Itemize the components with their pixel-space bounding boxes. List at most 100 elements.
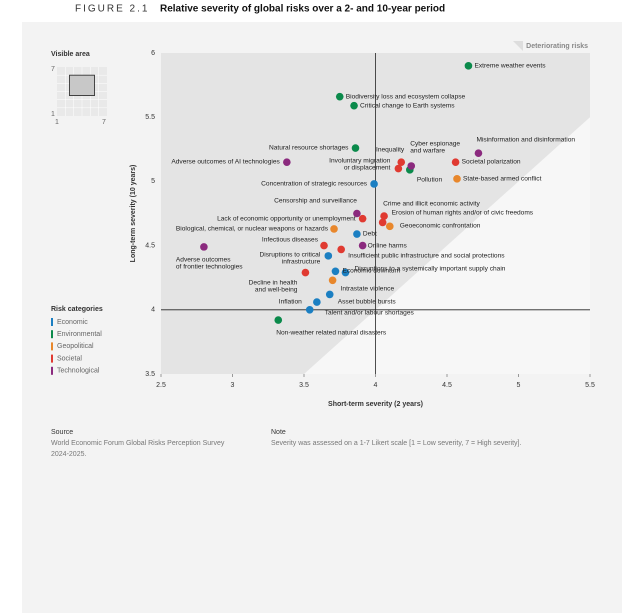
risk-point: [407, 162, 416, 170]
point-label: Erosion of human rights and/or of civic …: [391, 209, 534, 217]
risk-point: [358, 241, 367, 250]
point-label: Extreme weather events: [474, 62, 546, 70]
point-label: Talent and/or labour shortages: [324, 309, 414, 317]
inset-y-min: 1: [51, 111, 55, 118]
point-label: Geoeconomic confrontation: [399, 222, 481, 230]
point-label: Involuntary migration or displacement: [329, 157, 391, 172]
risk-point: [305, 306, 314, 314]
chart-title: Relative severity of global risks over a…: [160, 4, 445, 15]
inset-viewport: [69, 74, 95, 96]
inset-x-min: 1: [55, 119, 59, 126]
point-label: Lack of economic opportunity or unemploy…: [217, 214, 356, 222]
legend-title: Risk categories: [51, 306, 103, 313]
point-label: Censorship and surveillance: [274, 196, 357, 204]
point-label: Critical change to Earth systems: [360, 101, 455, 109]
x-tick-label: 3.5: [299, 382, 309, 389]
risk-point: [324, 252, 333, 260]
source-text: World Economic Forum Global Risks Percep…: [51, 440, 225, 458]
x-tick-label: 3: [231, 382, 235, 389]
annotation: Deteriorating risks: [526, 43, 588, 50]
risk-point: [358, 214, 367, 223]
figure-label: FIGURE 2.1: [75, 4, 149, 15]
legend-label: Societal: [57, 355, 82, 362]
inset-x-max: 7: [102, 119, 106, 126]
point-label: Adverse outcomes of AI technologies: [171, 158, 280, 166]
point-label: Inequality: [376, 146, 405, 154]
inset-title: Visible area: [51, 51, 90, 58]
risk-point: [341, 268, 350, 277]
y-tick-label: 3.5: [145, 371, 155, 378]
legend-label: Technological: [57, 368, 100, 375]
legend-label: Environmental: [57, 331, 102, 338]
risk-point: [453, 175, 461, 183]
point-label: Economic downturn: [342, 267, 401, 275]
legend-swatch: [51, 366, 53, 375]
y-tick-label: 4: [151, 307, 155, 314]
point-label: Biodiversity loss and ecosystem collapse: [345, 92, 466, 100]
note-text: Severity was assessed on a 1-7 Likert sc…: [271, 440, 522, 447]
risk-point: [330, 225, 338, 233]
y-tick-label: 5: [151, 178, 155, 185]
x-tick-label: 2.5: [156, 382, 166, 389]
risk-point: [325, 290, 334, 299]
risk-point: [397, 158, 406, 166]
point-label: Misinformation and disinformation: [476, 136, 576, 144]
y-tick-label: 4.5: [145, 242, 155, 249]
risk-point: [328, 276, 337, 285]
x-tick-label: 5: [517, 382, 521, 389]
point-label: State-based armed conflict: [463, 175, 542, 183]
inset-y-max: 7: [51, 66, 55, 73]
legend-label: Economic: [57, 319, 88, 326]
x-tick-label: 5.5: [585, 382, 595, 389]
risk-point: [335, 92, 344, 101]
legend-label: Geopolitical: [57, 343, 94, 350]
point-label: Decline in health and well-being: [248, 279, 298, 294]
risk-point: [350, 101, 358, 110]
point-label: Online harms: [367, 241, 407, 249]
point-label: Insufficient public infrastructure and s…: [348, 252, 505, 260]
risk-point: [394, 164, 403, 173]
y-tick-label: 6: [151, 50, 155, 57]
annotation-icon: [513, 41, 523, 51]
risk-point: [353, 209, 361, 218]
point-label: Adverse outcomes of frontier technologie…: [175, 256, 243, 271]
x-axis-label: Short-term severity (2 years): [328, 401, 423, 408]
risk-point: [370, 180, 378, 188]
y-axis-label: Long-term severity (10 years): [130, 165, 137, 263]
risk-point: [274, 316, 283, 324]
risk-point: [474, 149, 483, 157]
risk-point: [320, 241, 328, 250]
risk-point: [283, 158, 291, 166]
risk-point: [200, 243, 208, 251]
point-label: Biological, chemical, or nuclear weapons…: [175, 225, 329, 233]
legend-swatch: [51, 342, 53, 351]
risk-point: [331, 267, 340, 276]
risk-point: [464, 62, 473, 70]
source-title: Source: [51, 429, 74, 436]
point-label: Infectious diseases: [261, 235, 319, 243]
risk-point: [351, 144, 360, 152]
risk-point: [386, 222, 394, 231]
point-label: Inflation: [278, 298, 302, 306]
risk-point: [313, 298, 321, 306]
point-label: Pollution: [416, 176, 443, 184]
risk-point: [380, 212, 388, 220]
point-label: Intrastate violence: [340, 285, 395, 293]
x-tick-label: 4.5: [442, 382, 452, 389]
point-label: Crime and illicit economic activity: [383, 200, 480, 208]
x-tick-label: 4: [374, 382, 378, 389]
point-label: Debt: [362, 230, 377, 238]
point-label: Asset bubble bursts: [337, 298, 396, 306]
point-label: Disruptions to critical infrastructure: [259, 251, 321, 266]
point-label: Natural resource shortages: [268, 144, 349, 152]
point-label: Societal polarization: [461, 158, 521, 166]
point-label: Non-weather related natural disasters: [276, 329, 387, 337]
point-label: Cyber espionage and warfare: [410, 140, 461, 155]
legend-swatch: [51, 318, 53, 326]
point-label: Disruptions to a systemically important …: [354, 264, 506, 272]
point-label: Concentration of strategic resources: [261, 180, 368, 188]
risk-point: [337, 245, 345, 254]
legend-swatch: [51, 354, 53, 363]
